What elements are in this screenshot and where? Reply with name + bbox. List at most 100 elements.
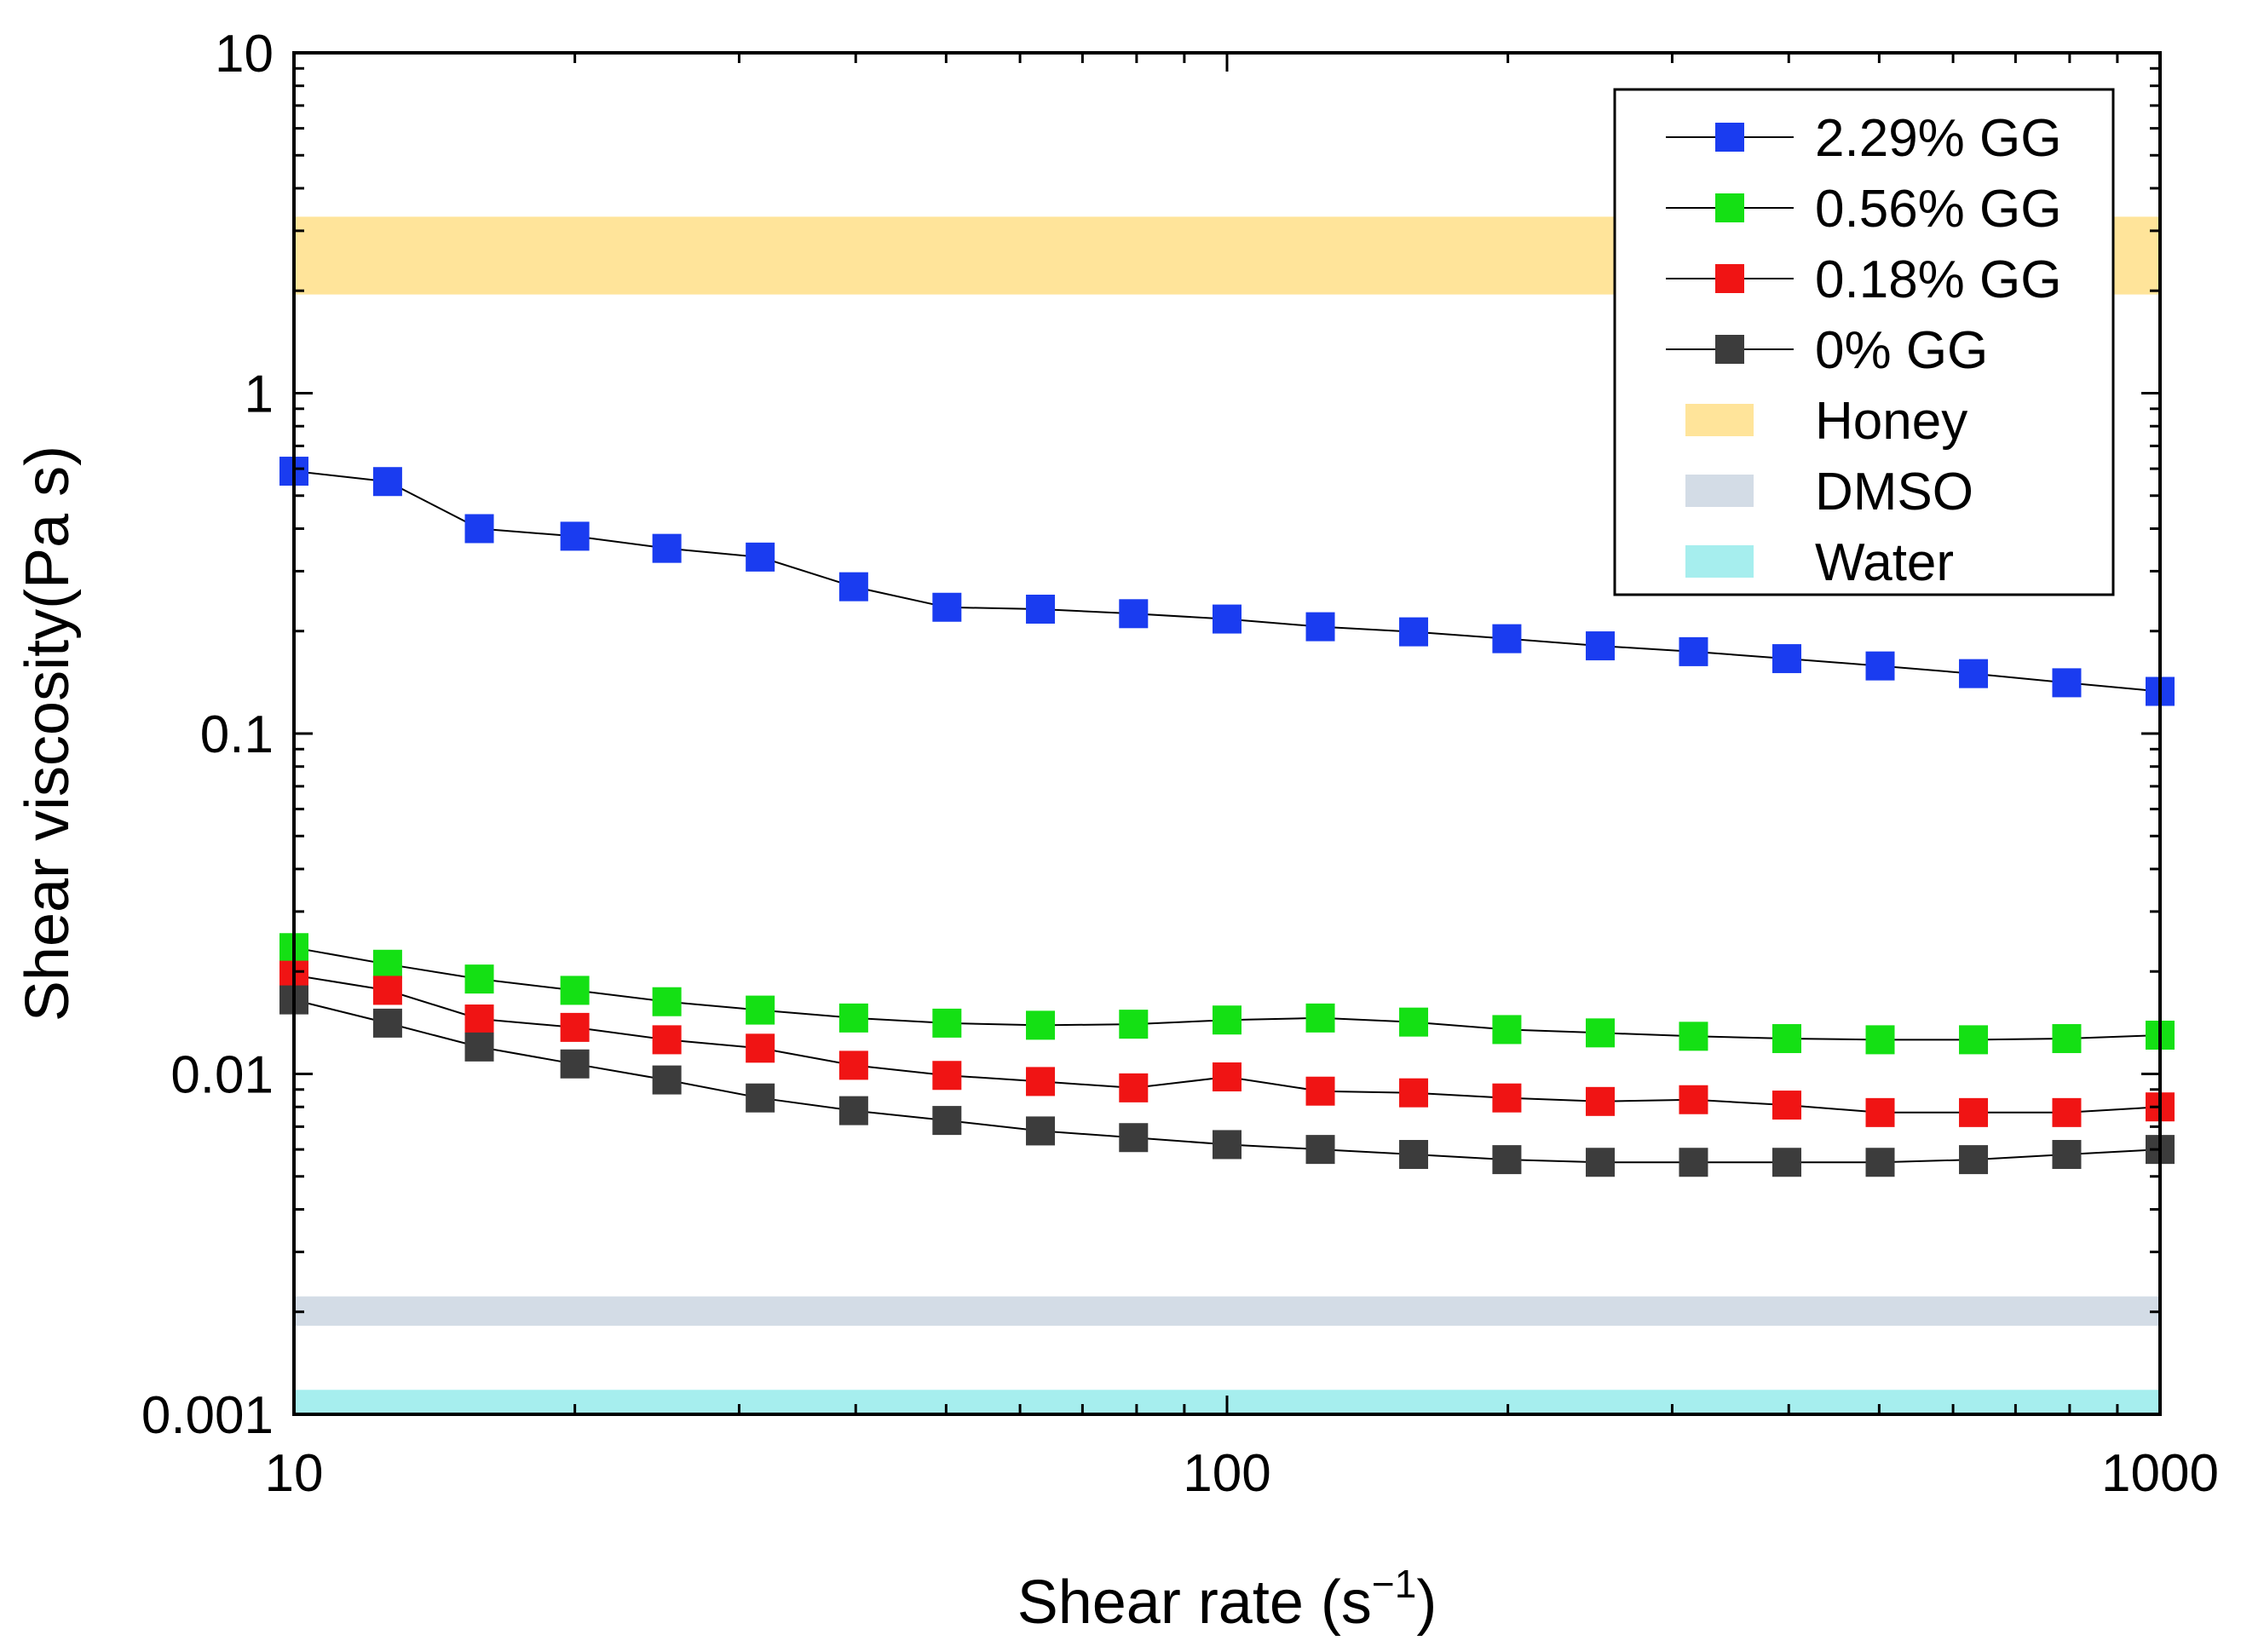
marker-0-18pct-gg-4: [652, 1025, 682, 1055]
axis-tick-labels: 10 100 1000 0.001 0.01 0.1 1 10: [141, 25, 2219, 1503]
marker-0-18pct-gg-13: [1492, 1083, 1522, 1113]
marker-0-18pct-gg-6: [838, 1050, 868, 1080]
marker-0-56pct-gg-19: [2052, 1024, 2082, 1054]
marker-0-56pct-gg-3: [560, 976, 590, 1005]
marker-0-56pct-gg-16: [1771, 1024, 1801, 1054]
marker-0-18pct-gg-2: [464, 1004, 494, 1034]
legend: 2.29% GG 0.56% GG 0.18% GG 0% GG Honey DMSO Wa…: [1613, 88, 2115, 596]
x-tick-label: 1000: [2101, 1444, 2219, 1503]
marker-0pct-gg-4: [652, 1065, 682, 1095]
marker-0pct-gg-10: [1213, 1130, 1241, 1160]
marker-2-29pct-gg-9: [1119, 599, 1149, 629]
x-axis-title-close: ): [1416, 1569, 1437, 1637]
y-tick-label: 0.001: [141, 1386, 274, 1445]
legend-marker-0-56pct-gg: [1715, 193, 1744, 222]
marker-2-29pct-gg-16: [1771, 644, 1801, 674]
marker-0pct-gg-9: [1119, 1123, 1149, 1153]
marker-0-56pct-gg-6: [838, 1003, 868, 1033]
marker-2-29pct-gg-13: [1492, 624, 1522, 653]
legend-swatch-dmso: [1685, 475, 1754, 507]
marker-2-29pct-gg-19: [2052, 668, 2082, 698]
legend-label-water: Water: [1815, 533, 1954, 592]
marker-0-18pct-gg-12: [1399, 1078, 1429, 1108]
marker-0-18pct-gg-5: [746, 1033, 775, 1063]
marker-0pct-gg-17: [1865, 1148, 1895, 1177]
band-dmso: [294, 1296, 2160, 1327]
legend-marker-0pct-gg: [1715, 335, 1744, 364]
marker-2-29pct-gg-12: [1399, 617, 1429, 647]
marker-2-29pct-gg-11: [1305, 612, 1335, 642]
marker-0-18pct-gg-1: [372, 976, 402, 1005]
marker-2-29pct-gg-7: [932, 592, 962, 622]
marker-0-56pct-gg-15: [1679, 1022, 1708, 1051]
legend-marker-2-29pct-gg: [1715, 123, 1744, 152]
marker-0-56pct-gg-11: [1305, 1003, 1335, 1033]
marker-0-56pct-gg-18: [1959, 1025, 1989, 1055]
marker-2-29pct-gg-5: [746, 542, 775, 572]
marker-2-29pct-gg-4: [652, 533, 682, 563]
marker-0-18pct-gg-9: [1119, 1073, 1149, 1102]
marker-0pct-gg-11: [1305, 1135, 1335, 1165]
marker-0-18pct-gg-7: [932, 1061, 962, 1091]
marker-0pct-gg-15: [1679, 1148, 1708, 1177]
y-tick-label: 10: [215, 25, 274, 83]
marker-0pct-gg-6: [838, 1096, 868, 1125]
marker-0pct-gg-5: [746, 1083, 775, 1113]
marker-2-29pct-gg-18: [1959, 659, 1989, 688]
y-tick-label: 1: [245, 366, 274, 424]
marker-2-29pct-gg-6: [838, 572, 868, 602]
legend-label-0-56pct-gg: 0.56% GG: [1815, 180, 2061, 239]
marker-2-29pct-gg-17: [1865, 651, 1895, 681]
marker-0-56pct-gg-7: [932, 1008, 962, 1038]
legend-box: [1613, 88, 2115, 596]
marker-0-56pct-gg-10: [1213, 1005, 1241, 1035]
marker-2-29pct-gg-3: [560, 521, 590, 551]
marker-0-18pct-gg-18: [1959, 1097, 1989, 1127]
marker-2-29pct-gg-15: [1679, 636, 1708, 666]
marker-0-18pct-gg-3: [560, 1012, 590, 1042]
marker-0-56pct-gg-14: [1586, 1018, 1616, 1048]
marker-0-18pct-gg-16: [1771, 1091, 1801, 1120]
marker-2-29pct-gg-2: [464, 514, 494, 544]
marker-0-56pct-gg-4: [652, 987, 682, 1016]
marker-0-56pct-gg-1: [372, 949, 402, 979]
marker-2-29pct-gg-1: [372, 467, 402, 497]
y-tick-label: 0.01: [170, 1046, 274, 1105]
marker-0-56pct-gg-13: [1492, 1015, 1522, 1045]
marker-0-18pct-gg-8: [1026, 1067, 1056, 1097]
legend-label-2-29pct-gg: 2.29% GG: [1815, 109, 2061, 168]
marker-0pct-gg-2: [464, 1032, 494, 1062]
marker-0pct-gg-3: [560, 1049, 590, 1079]
marker-0-56pct-gg-9: [1119, 1010, 1149, 1039]
marker-2-29pct-gg-10: [1213, 604, 1241, 634]
legend-label-0pct-gg: 0% GG: [1815, 321, 1988, 380]
legend-swatch-honey: [1685, 404, 1754, 436]
x-axis-title-superscript: −1: [1372, 1562, 1416, 1606]
marker-0-18pct-gg-17: [1865, 1097, 1895, 1127]
marker-0-18pct-gg-19: [2052, 1097, 2082, 1127]
x-axis-title-main: Shear rate (s: [1017, 1569, 1372, 1637]
marker-0pct-gg-19: [2052, 1140, 2082, 1170]
marker-0-56pct-gg-8: [1026, 1010, 1056, 1040]
marker-0pct-gg-14: [1586, 1148, 1616, 1177]
marker-0pct-gg-18: [1959, 1145, 1989, 1175]
marker-0-18pct-gg-14: [1586, 1086, 1616, 1116]
marker-0-18pct-gg-11: [1305, 1076, 1335, 1106]
marker-0pct-gg-13: [1492, 1145, 1522, 1175]
legend-marker-0-18pct-gg: [1715, 264, 1744, 293]
marker-0pct-gg-16: [1771, 1148, 1801, 1177]
x-tick-label: 10: [265, 1444, 324, 1503]
marker-0-18pct-gg-10: [1213, 1062, 1241, 1092]
marker-0pct-gg-12: [1399, 1140, 1429, 1170]
axis-titles: Shear rate (s−1) Shear viscosity(Pa s): [14, 446, 1437, 1637]
marker-2-29pct-gg-14: [1586, 631, 1616, 661]
legend-label-dmso: DMSO: [1815, 463, 1973, 521]
marker-0pct-gg-7: [932, 1106, 962, 1136]
marker-0-56pct-gg-2: [464, 964, 494, 994]
axis-ticks: [292, 51, 2162, 1416]
legend-label-0-18pct-gg: 0.18% GG: [1815, 250, 2061, 309]
marker-0pct-gg-1: [372, 1008, 402, 1038]
legend-swatch-water: [1685, 545, 1754, 578]
x-axis-title: Shear rate (s−1): [1017, 1562, 1437, 1637]
